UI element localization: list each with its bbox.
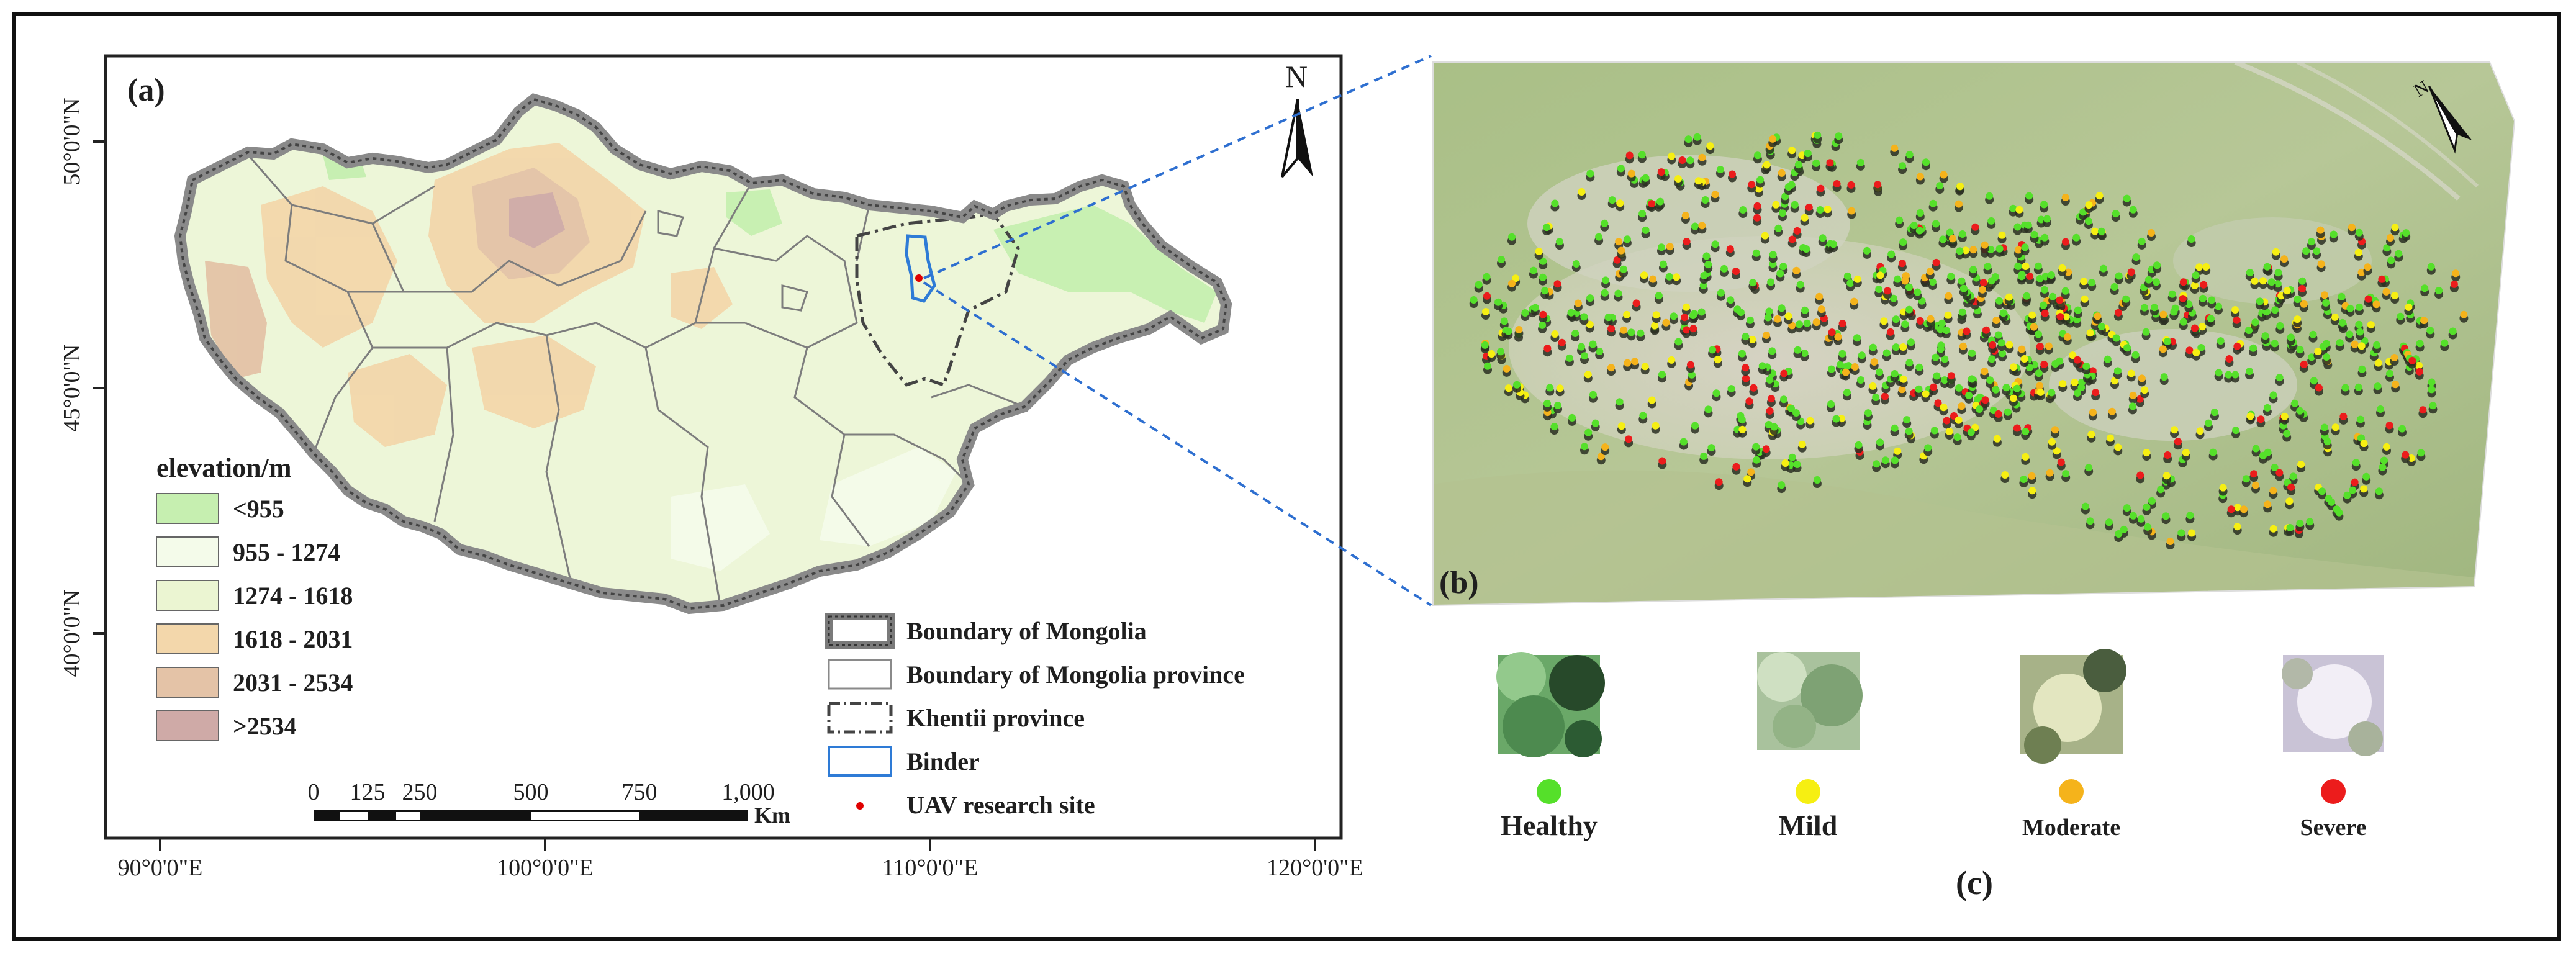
boundary-legend: Boundary of Mongolia Boundary of Mongoli… (825, 613, 1245, 819)
elevation-class-label: <955 (233, 495, 284, 523)
severity-panel: Healthy Mild Moderate Severe (c) (1496, 649, 2384, 901)
elevation-legend-title: elevation/m (156, 453, 292, 483)
khentii-province-boundary (855, 212, 1020, 387)
north-arrow-icon: N (1281, 59, 1313, 178)
scale-tick-label: 250 (402, 779, 438, 805)
elevation-shading (205, 143, 1217, 571)
figure-frame (12, 12, 2561, 941)
elevation-class-label: 955 - 1274 (233, 538, 340, 566)
elevation-swatch (156, 710, 219, 741)
severity-label-healthy: Healthy (1501, 810, 1598, 841)
elevation-swatch (156, 536, 219, 567)
thumb-mild (1757, 652, 1863, 750)
elevation-swatch (156, 623, 219, 654)
legend-symbol-khentii (827, 702, 893, 734)
map-panel: 50°0'0"N 45°0'0"N 40°0'0"N 90°0'0"E 100°… (59, 54, 1363, 881)
binder-boundary (905, 234, 936, 303)
province-boundaries (247, 155, 1025, 606)
panel-label-b: (b) (1439, 565, 1479, 600)
lat-label-45: 45°0'0"N (59, 345, 85, 432)
legend-label-khentii: Khentii province (906, 704, 1085, 732)
legend-symbol-uav-site (856, 802, 864, 810)
thumb-severe (2282, 655, 2384, 756)
elevation-swatch (156, 667, 219, 698)
severity-dot-healthy (1537, 779, 1561, 804)
north-label: N (1285, 59, 1308, 94)
lon-label-120: 120°0'0"E (1267, 855, 1363, 881)
elevation-class-label: >2534 (233, 712, 297, 740)
panel-label-a: (a) (127, 73, 165, 108)
thumb-healthy (1496, 652, 1605, 757)
scale-tick-label: 500 (513, 779, 549, 805)
scale-tick-label: 750 (622, 779, 658, 805)
zoom-connector-top (923, 55, 1432, 279)
elevation-legend: elevation/m <955 955 - 1274 1274 - 1618 161… (156, 453, 353, 741)
uav-image-panel: N (b) (1432, 61, 2516, 607)
elevation-class-label: 1274 - 1618 (233, 582, 353, 610)
uav-site-marker (915, 274, 923, 282)
severity-label-moderate: Moderate (2022, 815, 2120, 841)
panel-label-c: (c) (1956, 864, 1993, 901)
elevation-class-label: 2031 - 2534 (233, 669, 353, 697)
scale-tick-label: 125 (350, 779, 386, 805)
lon-label-90: 90°0'0"E (118, 855, 203, 881)
scale-tick-label: 1,000 (721, 779, 775, 805)
lon-label-110: 110°0'0"E (882, 855, 978, 881)
legend-symbol-province-boundary (828, 659, 892, 690)
lat-label-40: 40°0'0"N (59, 590, 85, 677)
legend-label-mongolia-boundary: Boundary of Mongolia (906, 617, 1147, 645)
severity-dot-mild (1796, 779, 1820, 804)
severity-label-mild: Mild (1779, 810, 1838, 841)
scale-unit: Km (754, 803, 790, 828)
thumb-moderate (2020, 649, 2126, 764)
scale-bar: 0 125 250 500 750 1,000 Km (308, 779, 791, 828)
severity-dot-severe (2321, 779, 2346, 804)
legend-label-binder: Binder (906, 747, 980, 775)
legend-symbol-binder (828, 746, 892, 777)
elevation-swatch (156, 580, 219, 611)
scale-tick-label: 0 (308, 779, 320, 805)
legend-label-uav-site: UAV research site (906, 791, 1095, 819)
lat-label-50: 50°0'0"N (59, 98, 85, 186)
severity-dot-moderate (2059, 779, 2084, 804)
elevation-swatch (156, 493, 219, 524)
zoom-connector-bottom (923, 281, 1432, 607)
legend-label-province-boundary: Boundary of Mongolia province (906, 661, 1245, 689)
elevation-class-label: 1618 - 2031 (233, 625, 353, 653)
lon-label-100: 100°0'0"E (497, 855, 594, 881)
severity-label-severe: Severe (2300, 815, 2367, 841)
